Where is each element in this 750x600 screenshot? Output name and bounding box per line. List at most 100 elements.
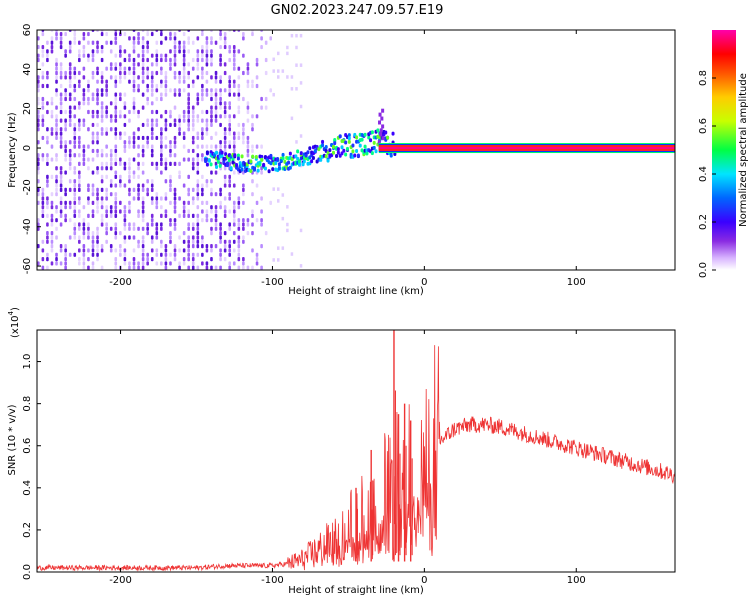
spectrogram-cell — [182, 144, 186, 149]
spectrogram-cell — [59, 44, 63, 50]
spectrogram-cell — [82, 66, 86, 71]
spectrogram-x-tick-label: -100 — [261, 277, 284, 288]
spectrogram-cell — [132, 187, 136, 192]
spectrogram-cell — [46, 109, 49, 115]
spectrogram-cell — [141, 148, 145, 154]
spectrogram-cell — [173, 53, 177, 58]
spectrogram-cell — [73, 105, 77, 110]
spectrogram-cell — [228, 127, 231, 132]
spectrogram-cell — [311, 156, 315, 161]
spectrogram-cell — [137, 114, 140, 119]
spectrogram-cell — [187, 192, 190, 197]
spectrogram-cell — [132, 40, 136, 45]
spectrogram-cell — [182, 40, 186, 45]
spectrogram-cell — [132, 62, 136, 67]
spectrogram-cell — [173, 196, 177, 201]
spectrogram-cell — [232, 209, 236, 214]
spectrogram-cell — [164, 257, 168, 262]
spectrogram-cell — [214, 244, 218, 249]
spectrogram-cell — [68, 105, 72, 110]
spectrogram-cell — [141, 144, 145, 149]
spectrogram-cell — [251, 122, 254, 128]
spectrogram-cell — [119, 157, 122, 162]
spectrogram-cell — [237, 244, 241, 249]
spectrogram-cell — [295, 140, 298, 144]
spectrogram-cell — [146, 57, 149, 63]
spectrogram-cell — [100, 166, 104, 171]
spectrogram-cell — [182, 248, 186, 253]
spectrogram-cell — [223, 179, 227, 184]
spectrogram-cell — [146, 179, 149, 184]
spectrogram-cell — [290, 252, 294, 256]
spectrogram-cell — [219, 257, 222, 262]
spectrogram-cell — [288, 165, 292, 170]
spectrogram-cell — [255, 257, 259, 262]
spectrogram-cell — [50, 239, 54, 244]
spectrogram-cell — [37, 218, 40, 223]
spectrogram-cell — [50, 131, 54, 136]
snr-y-tick-label: 0.0 — [22, 564, 33, 580]
spectrogram-cell — [219, 62, 222, 67]
spectrogram-cell — [232, 183, 236, 188]
spectrogram-cell — [187, 226, 190, 231]
spectrogram-cell — [155, 166, 159, 171]
spectrogram-cell — [141, 205, 145, 210]
spectrogram-cell — [123, 161, 127, 167]
spectrogram-cell — [182, 118, 186, 123]
spectrogram-cell — [223, 213, 227, 218]
spectrogram-cell — [173, 205, 177, 210]
spectrogram-x-tick-label: 100 — [567, 277, 586, 288]
spectrogram-cell — [146, 101, 149, 106]
spectrogram-cell — [105, 166, 108, 171]
spectrogram-cell — [196, 187, 200, 192]
spectrogram-cell — [78, 122, 81, 128]
spectrogram-cell — [37, 88, 40, 93]
spectrogram-cell — [237, 131, 241, 136]
spectrogram-cell — [141, 79, 145, 84]
spectrogram-cell — [68, 157, 72, 162]
spectrogram-cell — [173, 92, 177, 97]
spectrogram-cell — [96, 170, 99, 175]
spectrogram-cell — [205, 261, 209, 266]
spectrogram-cell — [169, 114, 172, 119]
spectrogram-cell — [119, 131, 122, 136]
spectrogram-cell — [96, 248, 99, 253]
spectrogram-cell — [82, 49, 86, 54]
spectrogram-cell — [46, 53, 49, 58]
spectrogram-cell — [178, 265, 181, 270]
spectrogram-cell — [68, 205, 72, 210]
spectrogram-cell — [41, 101, 45, 106]
spectrogram-cell — [37, 96, 40, 102]
spectrogram-cell — [155, 70, 159, 76]
spectrogram-cell — [96, 122, 99, 128]
spectrogram-cell — [369, 138, 373, 143]
spectrogram-cell — [251, 127, 254, 132]
spectrogram-cell — [87, 248, 90, 253]
spectrogram-cell — [299, 151, 303, 156]
spectrogram-cell — [255, 57, 259, 63]
spectrogram-cell — [169, 222, 172, 227]
spectrogram-cell — [242, 218, 245, 223]
spectrogram-cell — [155, 96, 159, 102]
colorbar-gradient — [712, 30, 736, 270]
spectrogram-cell — [237, 83, 241, 89]
spectrogram-cell — [68, 40, 72, 45]
spectrogram-cell — [182, 261, 186, 266]
spectrogram-cell — [46, 231, 49, 236]
spectrogram-cell — [100, 174, 104, 179]
spectrogram-cell — [132, 57, 136, 63]
spectrogram-cell — [55, 114, 58, 119]
spectrogram-cell — [331, 144, 335, 149]
spectrogram-cell — [228, 244, 231, 249]
spectrogram-cell — [164, 70, 168, 76]
spectrogram-cell — [169, 179, 172, 184]
spectrogram-cell — [50, 248, 54, 253]
spectrogram-cell — [160, 66, 163, 71]
spectrogram-cell — [299, 63, 303, 67]
spectrogram-cell — [210, 92, 213, 97]
spectrogram-cell — [251, 192, 254, 197]
spectrogram-cell — [205, 88, 209, 93]
spectrogram-cell — [205, 248, 209, 253]
spectrogram-cell — [191, 261, 195, 266]
spectrogram-cell — [114, 75, 118, 80]
